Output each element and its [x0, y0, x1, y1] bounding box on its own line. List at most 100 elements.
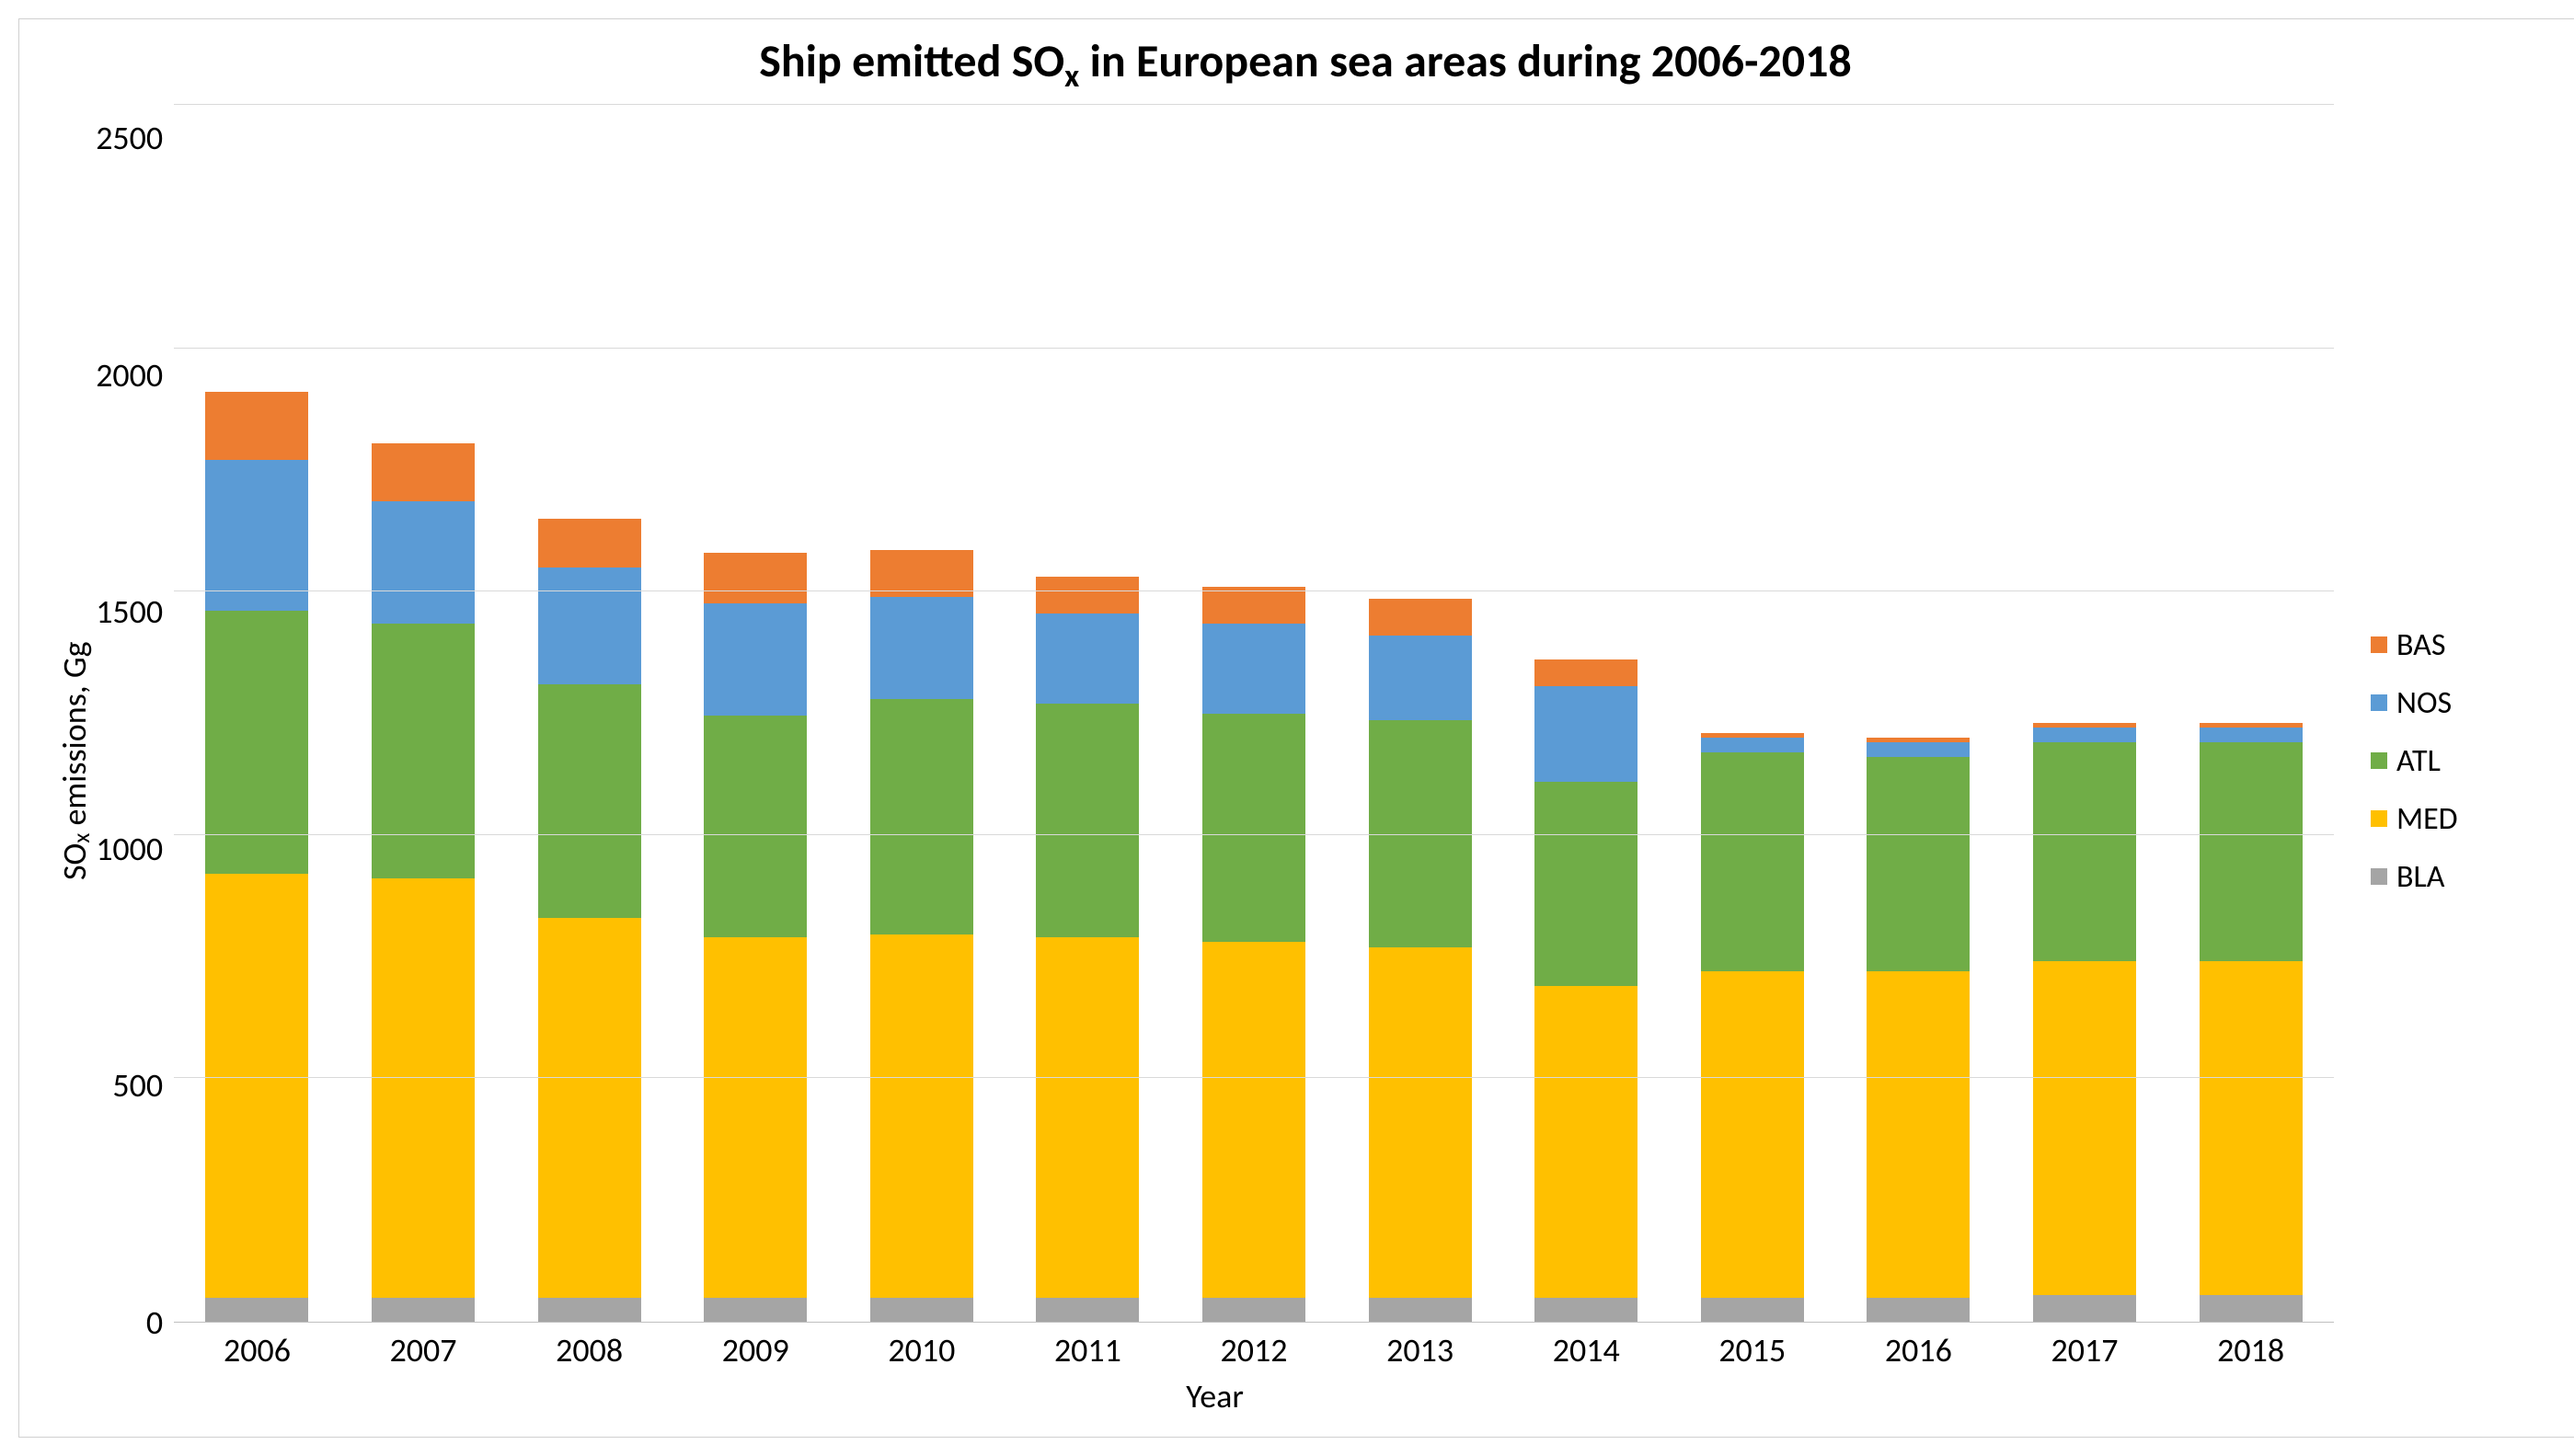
- bar-segment-atl: [704, 716, 807, 937]
- x-tick-label: 2007: [340, 1330, 507, 1370]
- bar-group: [1036, 105, 1139, 1322]
- bar-segment-bla: [1369, 1298, 1472, 1322]
- bar-segment-bla: [870, 1298, 973, 1322]
- bar-segment-med: [1036, 937, 1139, 1298]
- bar-segment-nos: [870, 597, 973, 699]
- y-tick-label: 1000: [96, 832, 163, 866]
- bar-segment-med: [2200, 961, 2303, 1295]
- bar-segment-atl: [1036, 704, 1139, 937]
- bar-group: [2200, 105, 2303, 1322]
- legend-label: BLA: [2396, 858, 2444, 896]
- x-tick-label: 2017: [2002, 1330, 2168, 1370]
- bar-group: [870, 105, 973, 1322]
- bar-segment-atl: [538, 684, 641, 918]
- gridline: [174, 348, 2334, 349]
- bar-segment-med: [2033, 961, 2136, 1295]
- x-tick-label: 2012: [1171, 1330, 1338, 1370]
- bar-segment-nos: [372, 501, 475, 623]
- chart-container: Ship emitted SOx in European sea areas d…: [18, 18, 2574, 1438]
- bar-segment-med: [205, 874, 308, 1297]
- bar-segment-nos: [1701, 738, 1804, 752]
- bar-segment-bas: [205, 392, 308, 460]
- bar-segment-bla: [1701, 1298, 1804, 1322]
- plot-row: 25002000150010005000: [96, 105, 2334, 1323]
- x-tick-label: 2014: [1503, 1330, 1670, 1370]
- y-label-prefix: SO: [54, 843, 95, 879]
- bar-segment-atl: [1534, 782, 1637, 986]
- legend-label: NOS: [2396, 684, 2452, 722]
- bar-segment-atl: [1202, 714, 1305, 943]
- y-label-sub: x: [67, 832, 96, 843]
- bar-segment-bla: [704, 1298, 807, 1322]
- bar-segment-bla: [205, 1298, 308, 1322]
- bar-segment-bla: [2200, 1295, 2303, 1322]
- bar-group: [1867, 105, 1970, 1322]
- chart-title-prefix: Ship emitted SO: [759, 33, 1064, 89]
- y-axis-label: SOx emissions, Gg: [47, 105, 96, 1416]
- legend-label: ATL: [2396, 742, 2441, 780]
- x-tick-label: 2015: [1670, 1330, 1836, 1370]
- legend-item-med: MED: [2371, 800, 2564, 838]
- bar-group: [372, 105, 475, 1322]
- bar-segment-med: [538, 918, 641, 1298]
- y-tick-label: 2500: [96, 121, 163, 155]
- y-label-suffix: emissions, Gg: [54, 641, 95, 832]
- bar-segment-bla: [372, 1298, 475, 1322]
- x-axis-label: Year: [96, 1376, 2334, 1416]
- bar-segment-atl: [1867, 757, 1970, 971]
- legend-swatch: [2371, 636, 2387, 653]
- x-tick-label: 2009: [672, 1330, 839, 1370]
- bar-segment-med: [1534, 986, 1637, 1298]
- legend-swatch: [2371, 752, 2387, 769]
- bar-segment-bas: [1202, 587, 1305, 624]
- bar-group: [205, 105, 308, 1322]
- bar-segment-bas: [1534, 659, 1637, 686]
- bar-segment-nos: [1534, 686, 1637, 781]
- x-tick-label: 2010: [839, 1330, 1005, 1370]
- legend-swatch: [2371, 810, 2387, 827]
- bar-segment-atl: [870, 699, 973, 935]
- legend-item-atl: ATL: [2371, 742, 2564, 780]
- legend-label: BAS: [2396, 626, 2445, 664]
- x-tick-label: 2016: [1835, 1330, 2002, 1370]
- bar-segment-nos: [205, 460, 308, 611]
- y-tick-label: 1500: [96, 595, 163, 628]
- y-axis-ticks: 25002000150010005000: [96, 105, 174, 1323]
- bar-group: [704, 105, 807, 1322]
- bar-segment-bas: [538, 519, 641, 567]
- legend-item-nos: NOS: [2371, 684, 2564, 722]
- bar-segment-atl: [372, 624, 475, 879]
- chart-title: Ship emitted SOx in European sea areas d…: [47, 33, 2564, 96]
- bar-segment-bas: [704, 553, 807, 604]
- bar-segment-bas: [870, 550, 973, 596]
- bar-group: [1369, 105, 1472, 1322]
- gridline: [174, 1077, 2334, 1078]
- chart-title-sub: x: [1064, 57, 1079, 96]
- bar-segment-med: [1369, 947, 1472, 1298]
- bar-group: [1202, 105, 1305, 1322]
- bar-segment-nos: [538, 567, 641, 684]
- bar-segment-med: [372, 878, 475, 1297]
- x-tick-label: 2013: [1337, 1330, 1503, 1370]
- bar-group: [1701, 105, 1804, 1322]
- bar-segment-med: [870, 934, 973, 1297]
- x-axis-ticks: 2006200720082009201020112012201320142015…: [174, 1323, 2334, 1370]
- chart-body: SOx emissions, Gg 25002000150010005000 2…: [47, 105, 2564, 1416]
- legend-label: MED: [2396, 800, 2458, 838]
- legend-item-bla: BLA: [2371, 858, 2564, 896]
- bars-region: [174, 105, 2334, 1322]
- bar-segment-bla: [1867, 1298, 1970, 1322]
- bar-segment-atl: [2033, 742, 2136, 961]
- plot-wrap: 25002000150010005000 2006200720082009201…: [96, 105, 2334, 1416]
- bar-segment-nos: [1867, 742, 1970, 757]
- bar-segment-atl: [2200, 742, 2303, 961]
- gridline: [174, 104, 2334, 105]
- bar-segment-bas: [372, 443, 475, 502]
- gridline: [174, 590, 2334, 591]
- plot-area: [174, 105, 2334, 1323]
- bar-segment-bla: [1534, 1298, 1637, 1322]
- bar-segment-med: [1202, 942, 1305, 1297]
- bar-group: [538, 105, 641, 1322]
- y-tick-label: 2000: [96, 359, 163, 392]
- chart-title-suffix: in European sea areas during 2006-2018: [1079, 33, 1852, 89]
